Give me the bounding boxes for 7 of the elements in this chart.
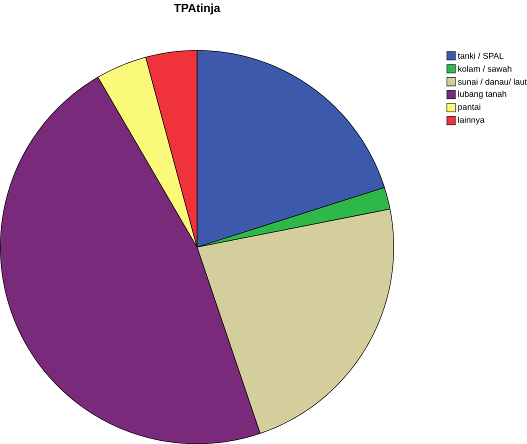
legend-label: kolam / sawah — [458, 66, 512, 72]
legend-label: sunai / danau/ laut — [458, 78, 527, 85]
legend-label: tanki / SPAL — [458, 52, 504, 59]
chart-title: TPAtinja — [174, 3, 220, 14]
legend-label: lainnya — [458, 116, 485, 124]
legend-label: lubang tanah — [458, 90, 506, 99]
legend-label: pantai — [458, 104, 480, 112]
